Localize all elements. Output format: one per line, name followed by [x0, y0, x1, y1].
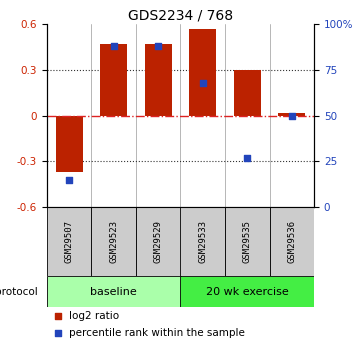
- Bar: [91, 207, 136, 276]
- Text: 20 wk exercise: 20 wk exercise: [206, 287, 289, 296]
- Bar: [100, 44, 127, 116]
- Bar: [190, 29, 216, 116]
- Title: GDS2234 / 768: GDS2234 / 768: [128, 9, 233, 23]
- Bar: [145, 44, 171, 116]
- Text: percentile rank within the sample: percentile rank within the sample: [69, 328, 244, 338]
- Bar: [136, 207, 180, 276]
- Text: GSM29523: GSM29523: [109, 220, 118, 263]
- Bar: [180, 276, 314, 307]
- Text: log2 ratio: log2 ratio: [69, 311, 119, 321]
- Bar: [47, 207, 91, 276]
- Text: GSM29535: GSM29535: [243, 220, 252, 263]
- Bar: [278, 112, 305, 116]
- Bar: [234, 70, 261, 116]
- Text: GSM29529: GSM29529: [154, 220, 163, 263]
- Text: GSM29533: GSM29533: [198, 220, 207, 263]
- Point: [155, 43, 161, 49]
- Point: [200, 80, 206, 86]
- Text: baseline: baseline: [90, 287, 137, 296]
- Bar: [225, 207, 270, 276]
- Text: GSM29536: GSM29536: [287, 220, 296, 263]
- Bar: [270, 207, 314, 276]
- Point: [55, 330, 61, 336]
- Text: protocol: protocol: [0, 287, 38, 296]
- Point: [244, 155, 250, 160]
- Point: [55, 313, 61, 318]
- Text: GSM29507: GSM29507: [65, 220, 74, 263]
- Point: [111, 43, 117, 49]
- Bar: [47, 276, 180, 307]
- Point: [66, 177, 72, 182]
- Bar: [56, 116, 83, 172]
- Bar: [180, 207, 225, 276]
- Point: [289, 113, 295, 118]
